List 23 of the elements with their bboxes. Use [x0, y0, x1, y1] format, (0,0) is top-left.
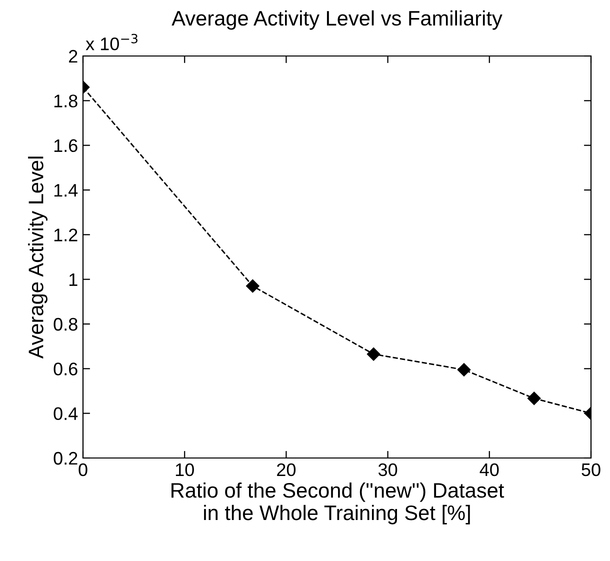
y-tick-label: 1.6: [54, 139, 78, 152]
point: [246, 279, 260, 293]
x-tick-label: 40: [480, 463, 499, 476]
y-tick-label: 0.2: [54, 452, 78, 465]
y-axis-title: Average Activity Level: [28, 156, 48, 359]
x-tick-label: 10: [176, 463, 194, 476]
y-tick-label: 0.8: [54, 318, 78, 331]
x-axis-title: Ratio of the Second (''new'') Dataset in the Whole Training Set [%]: [172, 482, 504, 524]
x-tick-label: 50: [582, 463, 600, 476]
y-tick-label: 1.4: [54, 184, 78, 197]
x-tick-label: 20: [277, 463, 296, 476]
y-tick-label: 0.6: [54, 362, 78, 376]
x-tick-label: 30: [378, 463, 398, 476]
point: [457, 363, 471, 376]
y-tick-label: 1: [69, 273, 78, 286]
y-tick-label: 1.8: [54, 94, 78, 108]
y-tick-label: 1.2: [54, 228, 78, 242]
chart-title: Average Activity Level vs Familiarity: [172, 10, 502, 30]
y-tick-label: 0.4: [54, 407, 78, 420]
text: x 10$^{−3}$: [86, 34, 138, 50]
x-tick-label: 0: [78, 463, 88, 476]
point: [366, 348, 380, 361]
y-tick-label: 2: [69, 50, 78, 63]
